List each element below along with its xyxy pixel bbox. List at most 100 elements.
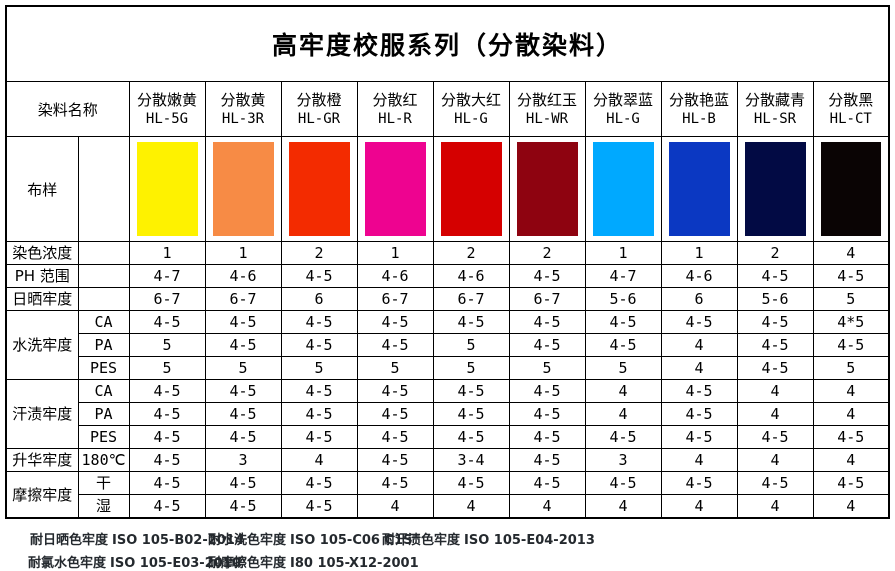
fabric-color-swatch xyxy=(592,142,654,236)
value-cell: 5-6 xyxy=(584,287,662,311)
value-cell: 2 xyxy=(280,241,358,265)
standard-name: 耐摩擦色牢度 xyxy=(208,556,287,571)
row-sublabel: 180℃ xyxy=(77,448,130,472)
value-cell: 4-6 xyxy=(432,264,510,288)
value-cell: 3 xyxy=(204,448,282,472)
value-cell: 4-7 xyxy=(128,264,206,288)
value-cell: 4-5 xyxy=(508,310,586,334)
dye-column-header: 分散嫩黄 HL-5G xyxy=(128,81,206,137)
value-cell: 4-5 xyxy=(660,379,738,403)
swatch-cell xyxy=(812,136,890,242)
value-cell: 4-5 xyxy=(584,333,662,357)
dye-code: HL-5G xyxy=(145,111,189,127)
value-cell: 4-5 xyxy=(432,310,510,334)
dye-column-header: 分散黑 HL-CT xyxy=(812,81,890,137)
value-cell: 4-5 xyxy=(356,471,434,495)
value-cell: 5 xyxy=(204,356,282,380)
value-cell: 4 xyxy=(660,448,738,472)
value-cell: 5 xyxy=(812,356,890,380)
fabric-color-swatch xyxy=(364,142,426,236)
value-cell: 4-5 xyxy=(508,471,586,495)
value-cell: 5 xyxy=(356,356,434,380)
value-cell: 4-5 xyxy=(736,471,814,495)
value-cell: 6-7 xyxy=(508,287,586,311)
value-cell: 6-7 xyxy=(128,287,206,311)
value-cell: 4 xyxy=(280,448,358,472)
value-cell: 4-5 xyxy=(432,471,510,495)
dye-name: 分散翠蓝 xyxy=(592,91,653,109)
header-row: 染料名称 分散嫩黄 HL-5G 分散黄 HL-3R 分散橙 HL-GR 分散红 HL-R… xyxy=(5,81,890,137)
row-label: 升华牢度 xyxy=(5,448,79,472)
row-light-fastness: 日晒牢度 6-7 6-7 6 6-7 6-7 6-7 5-6 6 5-6 5 xyxy=(5,287,890,311)
dye-name: 分散黑 xyxy=(828,91,874,109)
row-wash-fastness-pa: PA 5 4-5 4-5 4-5 5 4-5 4-5 4 4-5 4-5 xyxy=(6,333,890,357)
value-cell: 4-5 xyxy=(356,448,434,472)
value-cell: 4-5 xyxy=(280,425,358,449)
swatch-cell xyxy=(204,136,282,242)
dye-fastness-table: 高牢度校服系列（分散染料） 染料名称 分散嫩黄 HL-5G 分散黄 HL-3R 分散… xyxy=(5,5,890,519)
row-sublabel: 干 xyxy=(77,471,130,495)
swatch-cell xyxy=(356,136,434,242)
row-label: 摩擦牢度 xyxy=(5,471,79,519)
value-cell: 4 xyxy=(356,494,434,519)
value-cell: 4-5 xyxy=(736,356,814,380)
value-cell: 4 xyxy=(660,333,738,357)
standard-reference: 耐汗渍色牢度 ISO 105-E04-2013 xyxy=(382,529,595,548)
value-cell: 4-5 xyxy=(128,379,206,403)
dye-name: 分散红 xyxy=(372,91,418,109)
value-cell: 4 xyxy=(812,494,890,519)
fabric-color-swatch xyxy=(212,142,274,236)
value-cell: 4-5 xyxy=(280,402,358,426)
dye-column-header: 分散黄 HL-3R xyxy=(204,81,282,137)
value-cell: 4-6 xyxy=(356,264,434,288)
dye-column-header: 分散红玉 HL-WR xyxy=(508,81,586,137)
value-cell: 5 xyxy=(128,356,206,380)
value-cell: 4 xyxy=(584,494,662,519)
fabric-color-swatch xyxy=(516,142,578,236)
value-cell: 4-5 xyxy=(584,425,662,449)
row-label: 染色浓度 xyxy=(5,241,79,265)
standard-code: ISO 105-C06 C1S xyxy=(290,533,413,548)
value-cell: 4-5 xyxy=(432,379,510,403)
standard-code: ISO 105-B02-2014 xyxy=(112,533,244,548)
dye-column-header: 分散藏青 HL-SR xyxy=(736,81,814,137)
swatch-cell xyxy=(280,136,358,242)
value-cell: 4*5 xyxy=(812,310,890,334)
fabric-color-swatch xyxy=(136,142,198,236)
dye-code: HL-G xyxy=(606,111,640,127)
standard-reference: 耐氯水色牢度 ISO 105-E03-2010 xyxy=(28,552,241,571)
value-cell: 4-5 xyxy=(128,402,206,426)
dye-name: 分散大红 xyxy=(440,91,501,109)
value-cell: 4-5 xyxy=(356,379,434,403)
standard-name: 耐氯水色牢度 xyxy=(28,556,107,571)
row-label: PH 范围 xyxy=(5,264,79,288)
title-row: 高牢度校服系列（分散染料） xyxy=(5,5,890,82)
row-sublabel: CA xyxy=(77,310,130,334)
row-sublimation-fastness: 升华牢度 180℃ 4-5 3 4 4-5 3-4 4-5 3 4 4 4 xyxy=(5,448,890,472)
standard-name: 耐水洗色牢度 xyxy=(208,533,287,548)
value-cell: 1 xyxy=(204,241,282,265)
fabric-color-swatch xyxy=(440,142,502,236)
value-cell: 4-5 xyxy=(508,402,586,426)
value-cell: 4-5 xyxy=(128,471,206,495)
row-ph-range: PH 范围 4-7 4-6 4-5 4-6 4-6 4-5 4-7 4-6 4-5 4-5 xyxy=(5,264,890,288)
dye-column-header: 分散大红 HL-G xyxy=(432,81,510,137)
value-cell: 5 xyxy=(812,287,890,311)
value-cell: 6-7 xyxy=(356,287,434,311)
value-cell: 2 xyxy=(736,241,814,265)
standard-name: 耐日晒色牢度 xyxy=(30,533,109,548)
fabric-color-swatch xyxy=(668,142,730,236)
value-cell: 5 xyxy=(584,356,662,380)
value-cell: 4-5 xyxy=(128,425,206,449)
value-cell: 4 xyxy=(736,448,814,472)
standard-reference: 耐水洗色牢度 ISO 105-C06 C1S xyxy=(208,529,412,548)
value-cell: 4-5 xyxy=(660,310,738,334)
value-cell: 4-5 xyxy=(204,402,282,426)
value-cell: 4-5 xyxy=(660,425,738,449)
standard-code: I80 105-X12-2001 xyxy=(290,556,419,571)
dye-code: HL-WR xyxy=(525,111,569,127)
standard-code: ISO 105-E03-2010 xyxy=(110,556,241,571)
value-cell: 5 xyxy=(128,333,206,357)
value-cell: 4-5 xyxy=(280,310,358,334)
